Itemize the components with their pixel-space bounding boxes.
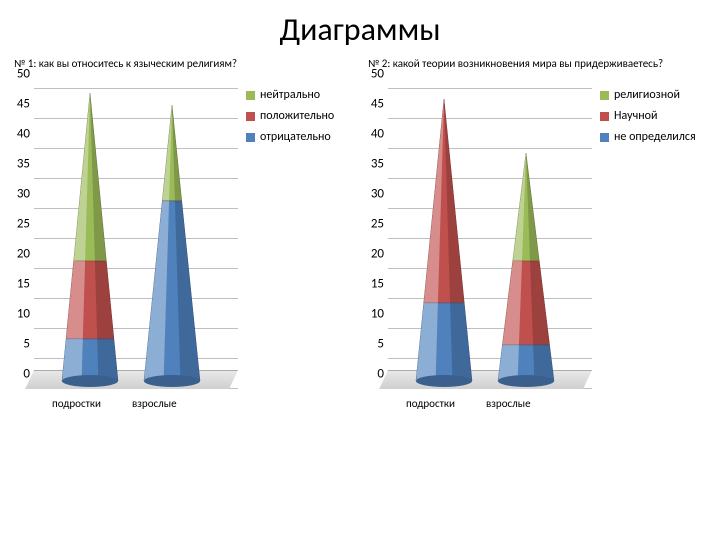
chart-1: № 2: какой теории возникновения мира вы …: [362, 57, 712, 419]
legend-item: нейтрально: [246, 89, 356, 102]
legend-label: положительно: [260, 110, 334, 123]
legend-label: отрицательно: [260, 131, 331, 144]
chart-1-plot: 05101520253035404550подросткивзрослые: [362, 89, 592, 419]
y-tick: 20: [371, 247, 384, 262]
chart-0-plot: 05101520253035404550подросткивзрослые: [8, 89, 238, 419]
y-tick: 25: [17, 217, 30, 232]
y-tick: 25: [371, 217, 384, 232]
chart-0: № 1: как вы относитесь к языческим религ…: [8, 57, 358, 419]
legend-item: не определился: [600, 131, 710, 144]
x-label: подростки: [406, 397, 455, 410]
y-tick: 20: [17, 247, 30, 262]
y-tick: 30: [17, 187, 30, 202]
chart-1-legend: религиозной Научной не определился: [592, 89, 710, 419]
y-tick: 35: [17, 157, 30, 172]
legend-label: нейтрально: [260, 89, 320, 102]
y-tick: 30: [371, 187, 384, 202]
charts-row: № 1: как вы относитесь к языческим религ…: [0, 57, 720, 419]
y-tick: 35: [371, 157, 384, 172]
y-tick: 45: [371, 97, 384, 112]
legend-swatch: [600, 91, 609, 100]
y-tick: 40: [371, 127, 384, 142]
chart-0-legend: нейтрально положительно отрицательно: [238, 89, 356, 419]
y-tick: 40: [17, 127, 30, 142]
y-tick: 15: [371, 277, 384, 292]
x-label: взрослые: [486, 397, 531, 410]
x-label: взрослые: [132, 397, 177, 410]
legend-item: религиозной: [600, 89, 710, 102]
x-label: подростки: [52, 397, 101, 410]
legend-item: Научной: [600, 110, 710, 123]
legend-item: положительно: [246, 110, 356, 123]
legend-swatch: [600, 112, 609, 121]
y-tick: 5: [377, 337, 384, 352]
legend-swatch: [600, 133, 609, 142]
y-tick: 45: [17, 97, 30, 112]
y-tick: 50: [371, 67, 384, 82]
legend-item: отрицательно: [246, 131, 356, 144]
chart-0-title: № 1: как вы относитесь к языческим религ…: [14, 57, 358, 83]
y-tick: 10: [17, 307, 30, 322]
legend-swatch: [246, 91, 255, 100]
legend-swatch: [246, 112, 255, 121]
y-tick: 10: [371, 307, 384, 322]
legend-label: религиозной: [614, 89, 680, 102]
y-tick: 50: [17, 67, 30, 82]
legend-label: не определился: [614, 131, 696, 144]
y-tick: 15: [17, 277, 30, 292]
legend-label: Научной: [614, 110, 657, 123]
legend-swatch: [246, 133, 255, 142]
y-tick: 5: [23, 337, 30, 352]
page-title: Диаграммы: [0, 10, 720, 49]
chart-1-title: № 2: какой теории возникновения мира вы …: [368, 57, 712, 83]
